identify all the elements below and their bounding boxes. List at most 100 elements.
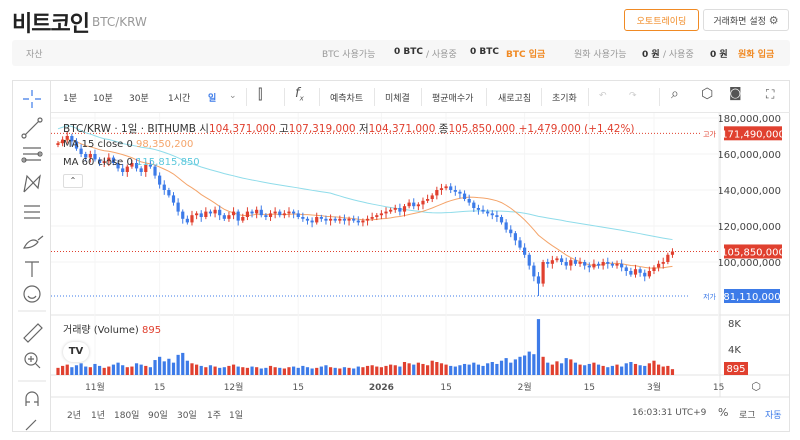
- trend-line-icon[interactable]: [21, 117, 43, 139]
- settings-hexagon-icon[interactable]: ⬡: [701, 86, 714, 102]
- fullscreen-icon[interactable]: ⛶: [766, 87, 775, 101]
- ma60-line: [57, 125, 673, 241]
- pencil-icon[interactable]: [25, 419, 37, 431]
- volume-bar: [444, 364, 448, 375]
- screen-settings-button[interactable]: 거래화면 설정 ⚙: [703, 9, 789, 31]
- candle: [259, 209, 263, 216]
- volume-bar: [56, 367, 60, 375]
- crosshair-icon[interactable]: [23, 90, 41, 108]
- volume-bar: [185, 360, 189, 375]
- auto-toggle[interactable]: 자동: [765, 411, 782, 421]
- range-1w[interactable]: 1주: [207, 411, 222, 421]
- candle: [633, 269, 638, 275]
- volume-bar: [476, 364, 481, 375]
- volume-bar: [536, 319, 541, 375]
- ma15-legend: MA 15 close 0 98,350,200: [63, 139, 193, 150]
- volume-bar: [204, 367, 208, 375]
- btc-used-label: / 사용중: [426, 50, 457, 60]
- range-30d[interactable]: 30일: [177, 411, 197, 421]
- btc-deposit-link[interactable]: BTC 입금: [506, 50, 546, 60]
- ruler-icon[interactable]: [23, 323, 43, 343]
- candle: [162, 184, 166, 190]
- volume-bar: [661, 366, 665, 375]
- indicator-fx-icon[interactable]: fx: [295, 86, 304, 103]
- volume-bar: [245, 367, 250, 375]
- high-label: 고: [279, 123, 289, 135]
- chart-frame: [12, 80, 790, 432]
- gear-icon: ⚙: [768, 13, 779, 27]
- pattern-icon[interactable]: [23, 174, 41, 193]
- range-1d[interactable]: 1일: [229, 411, 244, 421]
- candle: [333, 218, 337, 221]
- volume-legend: 거래량 (Volume) 895: [63, 321, 161, 336]
- volume-bar: [259, 368, 263, 375]
- close-value: 105,850,000: [448, 123, 516, 135]
- volume-bar: [176, 354, 180, 375]
- percent-toggle[interactable]: %: [718, 406, 729, 419]
- auto-trading-button[interactable]: 오토트레이딩: [624, 9, 699, 31]
- predict-chart-button[interactable]: 예측차트: [330, 94, 364, 104]
- volume-bar: [435, 362, 439, 375]
- zoom-in-icon[interactable]: [24, 352, 41, 369]
- volume-bar: [592, 362, 596, 375]
- volume-bar: [578, 364, 582, 375]
- interval-10m[interactable]: 10분: [93, 94, 113, 104]
- screen-settings-label: 거래화면 설정: [713, 16, 766, 27]
- range-1y[interactable]: 1년: [91, 411, 106, 421]
- refresh-button[interactable]: 새로고침: [498, 94, 532, 104]
- volume-bar: [416, 362, 420, 375]
- avg-price-button[interactable]: 평균매수가: [432, 94, 474, 104]
- redo-icon[interactable]: ↷: [629, 91, 637, 101]
- reset-button[interactable]: 초기화: [552, 94, 577, 104]
- candle: [130, 163, 134, 167]
- candle: [268, 213, 273, 217]
- magnet-icon[interactable]: [25, 391, 39, 406]
- volume-bar: [643, 365, 647, 375]
- candle-type-icon[interactable]: ⫿: [258, 87, 263, 103]
- emoji-icon[interactable]: [23, 285, 41, 303]
- volume-bar: [573, 362, 578, 375]
- text-icon[interactable]: [25, 261, 39, 277]
- brush-icon[interactable]: [23, 235, 44, 249]
- close-label: 종: [438, 123, 449, 135]
- candle: [88, 154, 92, 158]
- fib-icon[interactable]: [24, 205, 40, 219]
- interval-1d[interactable]: 일: [208, 94, 217, 104]
- camera-icon[interactable]: ◙: [729, 86, 742, 101]
- volume-label: 거래량 (Volume): [63, 325, 139, 336]
- volume-bar: [638, 365, 642, 375]
- interval-1h[interactable]: 1시간: [168, 94, 191, 104]
- candle: [476, 208, 481, 210]
- volume-bar: [88, 367, 92, 375]
- candle: [606, 262, 610, 264]
- volume-bar: [601, 365, 605, 375]
- search-icon[interactable]: ⌕: [671, 86, 679, 102]
- volume-bar: [407, 363, 411, 375]
- interval-30m[interactable]: 30분: [129, 94, 149, 104]
- log-toggle[interactable]: 로그: [739, 411, 756, 421]
- volume-bar: [227, 365, 231, 375]
- low-label: 저: [358, 123, 369, 135]
- range-2y[interactable]: 2년: [67, 411, 82, 421]
- ma60-label: MA 60 close 0: [63, 157, 133, 168]
- asset-bar: 자산 BTC 사용가능 0 BTC / 사용중 0 BTC BTC 입금 원화 …: [12, 40, 790, 66]
- candle: [657, 263, 661, 268]
- range-90d[interactable]: 90일: [148, 411, 168, 421]
- chevron-down-icon[interactable]: ⌄: [229, 91, 237, 101]
- interval-1m[interactable]: 1분: [63, 94, 78, 104]
- volume-bar: [292, 366, 296, 375]
- krw-deposit-link[interactable]: 원화 입금: [738, 50, 775, 60]
- parallel-lines-icon[interactable]: [21, 147, 43, 163]
- candle: [426, 199, 430, 201]
- volume-bar: [116, 362, 120, 375]
- y-tick-label: 120,000,000: [717, 222, 781, 233]
- axis-settings-icon: ⬡: [751, 380, 761, 393]
- undo-icon[interactable]: ↶: [599, 91, 607, 101]
- low-marker-label: 저가: [703, 292, 716, 301]
- range-180d[interactable]: 180일: [114, 411, 140, 421]
- unfilled-orders-button[interactable]: 미체결: [385, 94, 410, 104]
- volume-bar: [666, 365, 670, 375]
- candle: [402, 206, 407, 212]
- collapse-legend-button[interactable]: ⌃: [63, 174, 83, 188]
